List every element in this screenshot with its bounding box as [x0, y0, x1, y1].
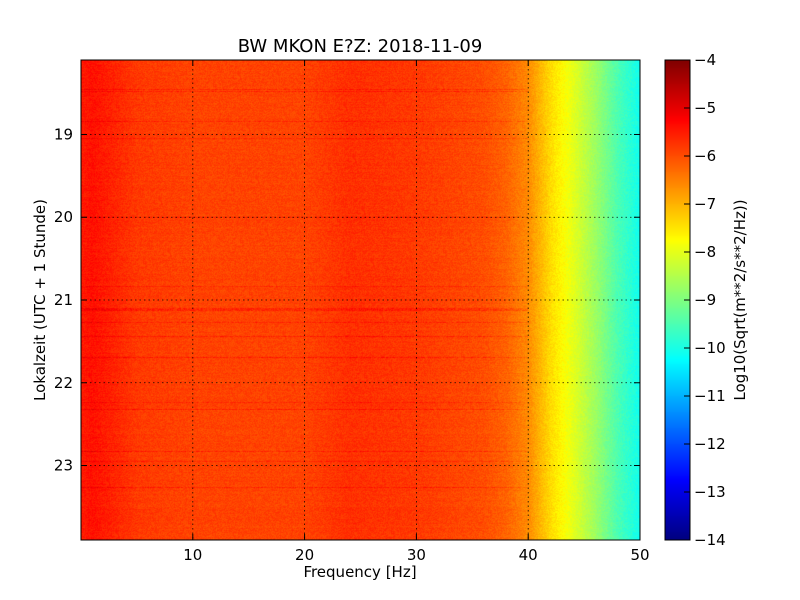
- colorbar-tick-label: −9: [694, 291, 716, 309]
- y-axis-label: Lokalzeit (UTC + 1 Stunde): [31, 199, 49, 401]
- y-tick-label: 23: [54, 457, 73, 475]
- colorbar-tick-label: −7: [694, 195, 716, 213]
- y-tick-label: 20: [54, 208, 73, 226]
- colorbar-tick-label: −11: [694, 387, 726, 405]
- x-axis: 10 20 30 40 50: [183, 60, 650, 564]
- y-axis: 19 20 21 22 23: [54, 125, 640, 475]
- x-tick-label: 40: [519, 546, 538, 564]
- colorbar-tick-label: −5: [694, 99, 716, 117]
- colorbar-tick-label: −12: [694, 435, 726, 453]
- chart-title: BW MKON E?Z: 2018-11-09: [238, 36, 483, 57]
- colorbar-tick-label: −4: [694, 51, 716, 69]
- x-tick-label: 30: [407, 546, 426, 564]
- y-tick-label: 22: [54, 374, 73, 392]
- y-tick-label: 21: [54, 291, 73, 309]
- colorbar-tick-label: −13: [694, 483, 726, 501]
- x-tick-label: 20: [295, 546, 314, 564]
- x-tick-label: 10: [183, 546, 202, 564]
- colorbar: −4 −5 −6 −7 −8 −9 −10 −11 −12 −13 −14 Log10(Sqrt(m…: [664, 51, 749, 549]
- colorbar-tick-label: −6: [694, 147, 716, 165]
- colorbar-tick-label: −8: [694, 243, 716, 261]
- plot-area: [80, 59, 641, 541]
- x-tick-label: 50: [630, 546, 649, 564]
- colorbar-tick-label: −10: [694, 339, 726, 357]
- grid-lines: [81, 60, 640, 540]
- colorbar-label: Log10(Sqrt(m**2/s**2/Hz)): [731, 199, 749, 400]
- colorbar-ticks: −4 −5 −6 −7 −8 −9 −10 −11 −12 −13 −14: [684, 51, 726, 549]
- colorbar-tick-label: −14: [694, 531, 726, 549]
- x-axis-label: Frequency [Hz]: [303, 563, 416, 581]
- y-tick-label: 19: [54, 125, 73, 143]
